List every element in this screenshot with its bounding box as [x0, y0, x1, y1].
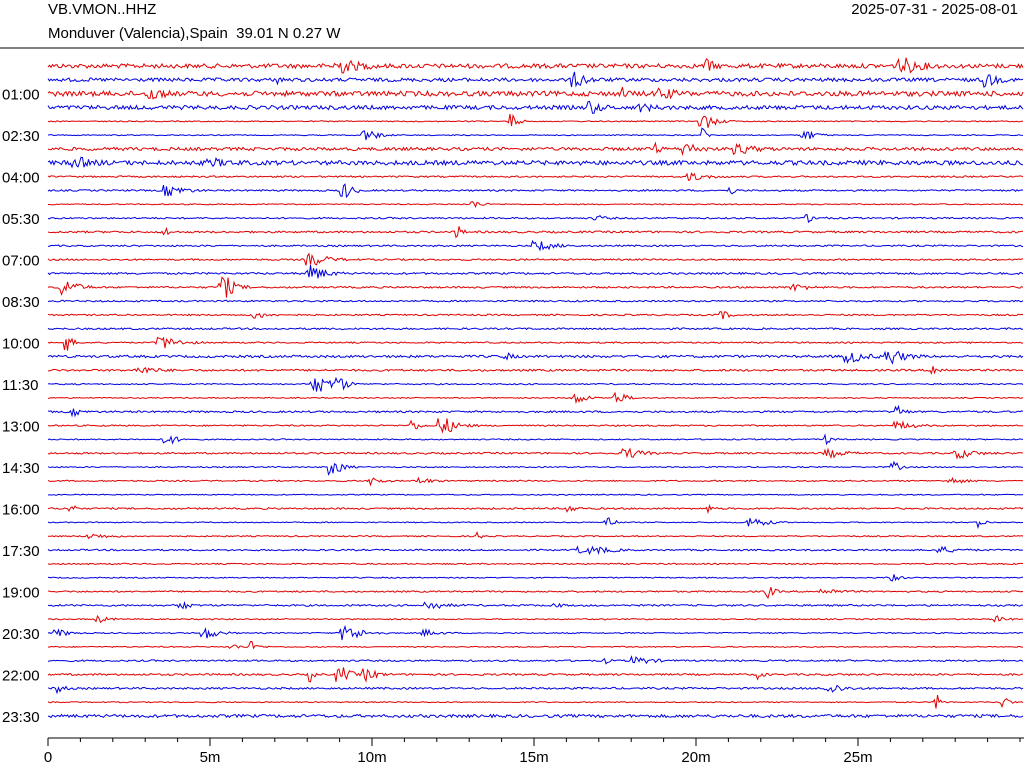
y-tick-label: 10:00 [2, 336, 40, 353]
trace [47, 71, 1024, 88]
trace [47, 276, 1024, 298]
trace [47, 493, 1024, 496]
trace [47, 376, 1024, 392]
date-range: 2025-07-31 - 2025-08-01 [851, 1, 1018, 18]
trace [47, 614, 1024, 624]
y-tick-label: 17:30 [2, 543, 40, 560]
y-tick-label: 04:00 [2, 170, 40, 187]
trace [47, 517, 1024, 530]
trace [47, 574, 1023, 582]
trace [47, 476, 1024, 487]
trace [47, 57, 1024, 74]
y-tick-label: 16:00 [2, 502, 40, 519]
trace [47, 587, 1024, 600]
y-tick-label: 23:30 [2, 709, 40, 726]
trace [47, 265, 1024, 279]
trace [47, 87, 1024, 100]
trace [47, 127, 1024, 141]
trace [47, 350, 1024, 365]
trace [47, 562, 1024, 566]
y-tick-label: 14:30 [2, 460, 40, 477]
y-tick-label: 20:30 [2, 626, 40, 643]
x-tick-label: 20m [681, 749, 710, 766]
trace [47, 213, 1024, 224]
y-tick-label: 05:30 [2, 211, 40, 228]
trace [47, 113, 1024, 128]
trace [47, 418, 1024, 434]
trace [48, 201, 1024, 209]
trace [47, 694, 1024, 709]
trace [47, 404, 1024, 418]
y-tick-label: 01:00 [2, 87, 40, 104]
y-tick-label: 22:00 [2, 667, 40, 684]
trace [47, 252, 1024, 266]
trace [47, 600, 1024, 610]
y-tick-label: 02:30 [2, 128, 40, 145]
location: Monduver (Valencia),Spain 39.01 N 0.27 W [48, 25, 341, 42]
trace [47, 433, 1024, 446]
x-tick-label: 25m [843, 749, 872, 766]
trace [47, 141, 1024, 157]
trace [47, 667, 1024, 683]
trace [47, 327, 1024, 331]
trace [47, 391, 1024, 405]
trace [47, 545, 1024, 556]
trace [47, 226, 1024, 239]
x-tick-label: 0 [44, 749, 52, 766]
trace [47, 239, 1024, 252]
station: VB.VMON..HHZ [48, 1, 156, 18]
trace [47, 156, 1024, 169]
trace [47, 299, 1024, 303]
x-tick-label: 10m [357, 749, 386, 766]
x-tick-label: 5m [200, 749, 221, 766]
trace [48, 531, 1024, 540]
trace [47, 624, 1023, 641]
trace [48, 366, 1024, 375]
trace [47, 183, 1024, 199]
trace [47, 640, 1023, 650]
y-tick-label: 13:00 [2, 419, 40, 436]
y-tick-label: 08:30 [2, 294, 40, 311]
trace [47, 447, 1024, 460]
trace [47, 713, 1024, 719]
y-tick-label: 19:00 [2, 585, 40, 602]
trace [47, 504, 1024, 515]
trace [47, 460, 1024, 476]
trace [47, 336, 1024, 351]
trace [47, 100, 1024, 114]
x-tick-label: 15m [519, 749, 548, 766]
y-tick-label: 07:00 [2, 253, 40, 270]
trace [47, 311, 1024, 320]
y-tick-label: 11:30 [2, 377, 38, 394]
trace [47, 171, 1024, 182]
trace [47, 684, 1024, 695]
trace [47, 655, 1024, 665]
